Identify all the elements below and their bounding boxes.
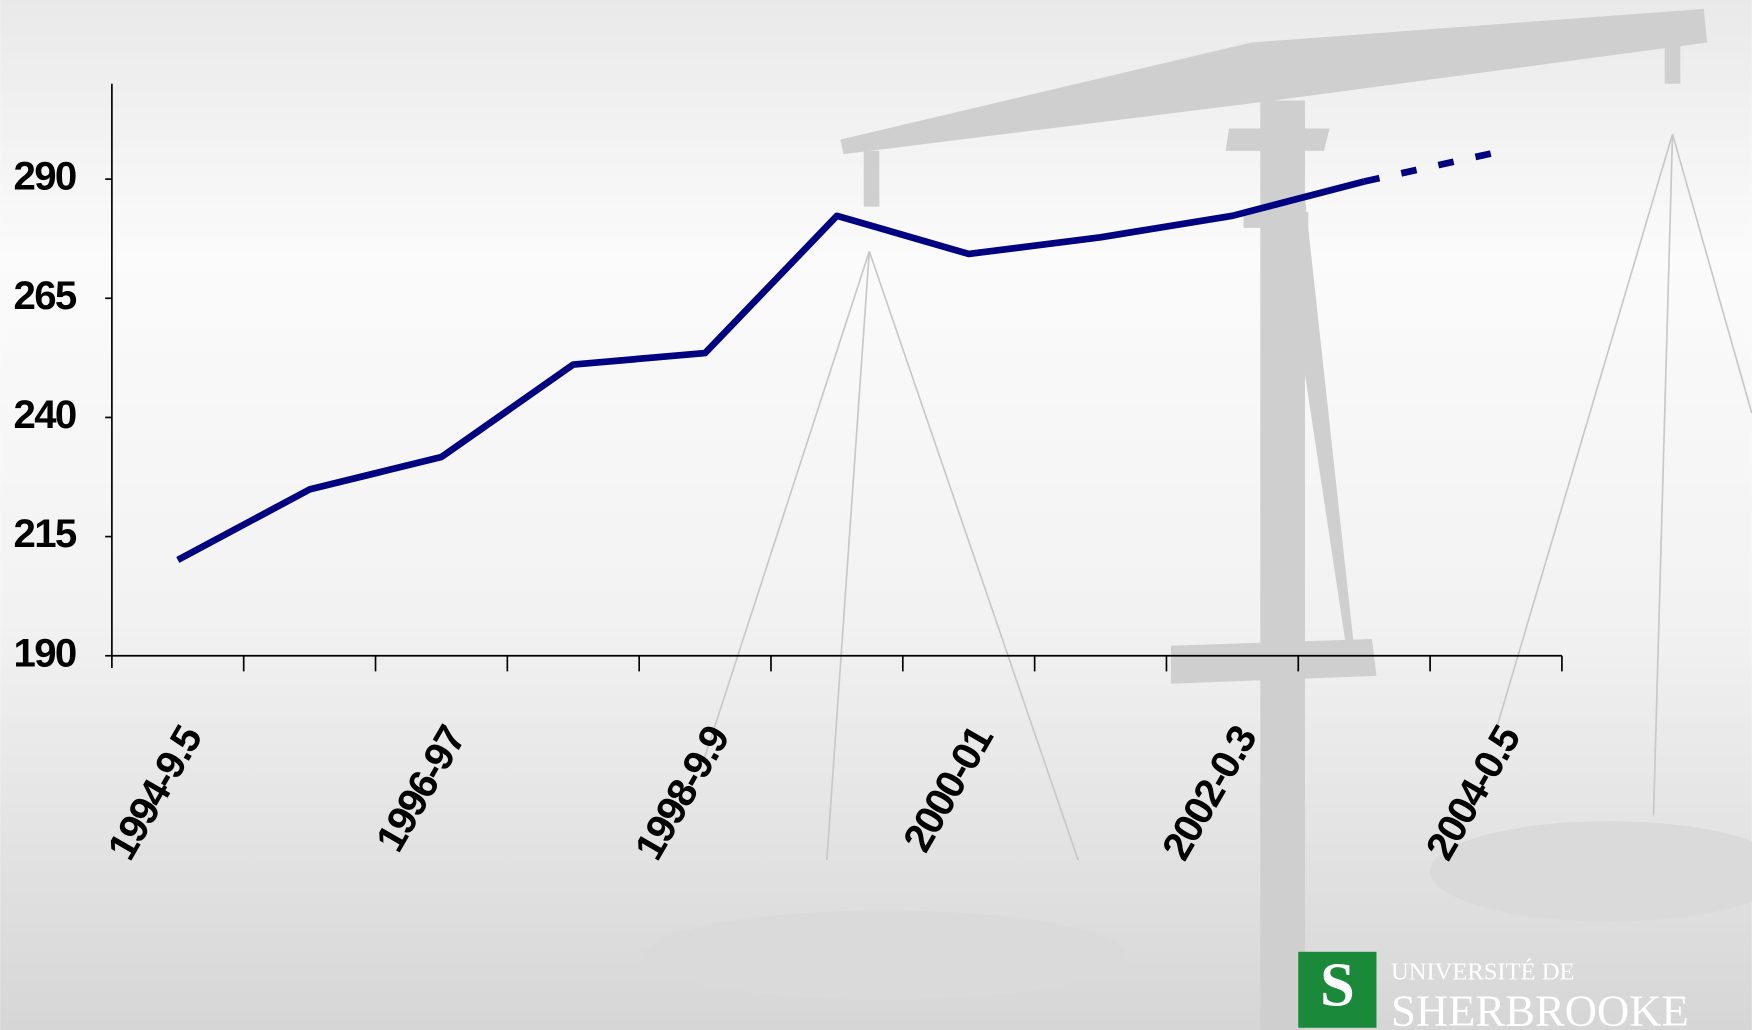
logo-line2: SHERBROOKE xyxy=(1391,986,1689,1030)
logo-letter: S xyxy=(1320,949,1355,1019)
y-tick-label: 190 xyxy=(14,630,76,675)
chart: S UNIVERSITÉ DE SHERBROOKE 190 215 240 265 2… xyxy=(0,0,1752,1030)
y-tick-label: 265 xyxy=(14,273,77,318)
page: S UNIVERSITÉ DE SHERBROOKE 190 215 240 265 2… xyxy=(0,0,1752,1030)
y-tick-label: 290 xyxy=(14,154,76,199)
y-tick-label: 215 xyxy=(14,511,77,556)
y-tick-label: 240 xyxy=(14,392,76,437)
logo-line1: UNIVERSITÉ DE xyxy=(1391,958,1575,986)
